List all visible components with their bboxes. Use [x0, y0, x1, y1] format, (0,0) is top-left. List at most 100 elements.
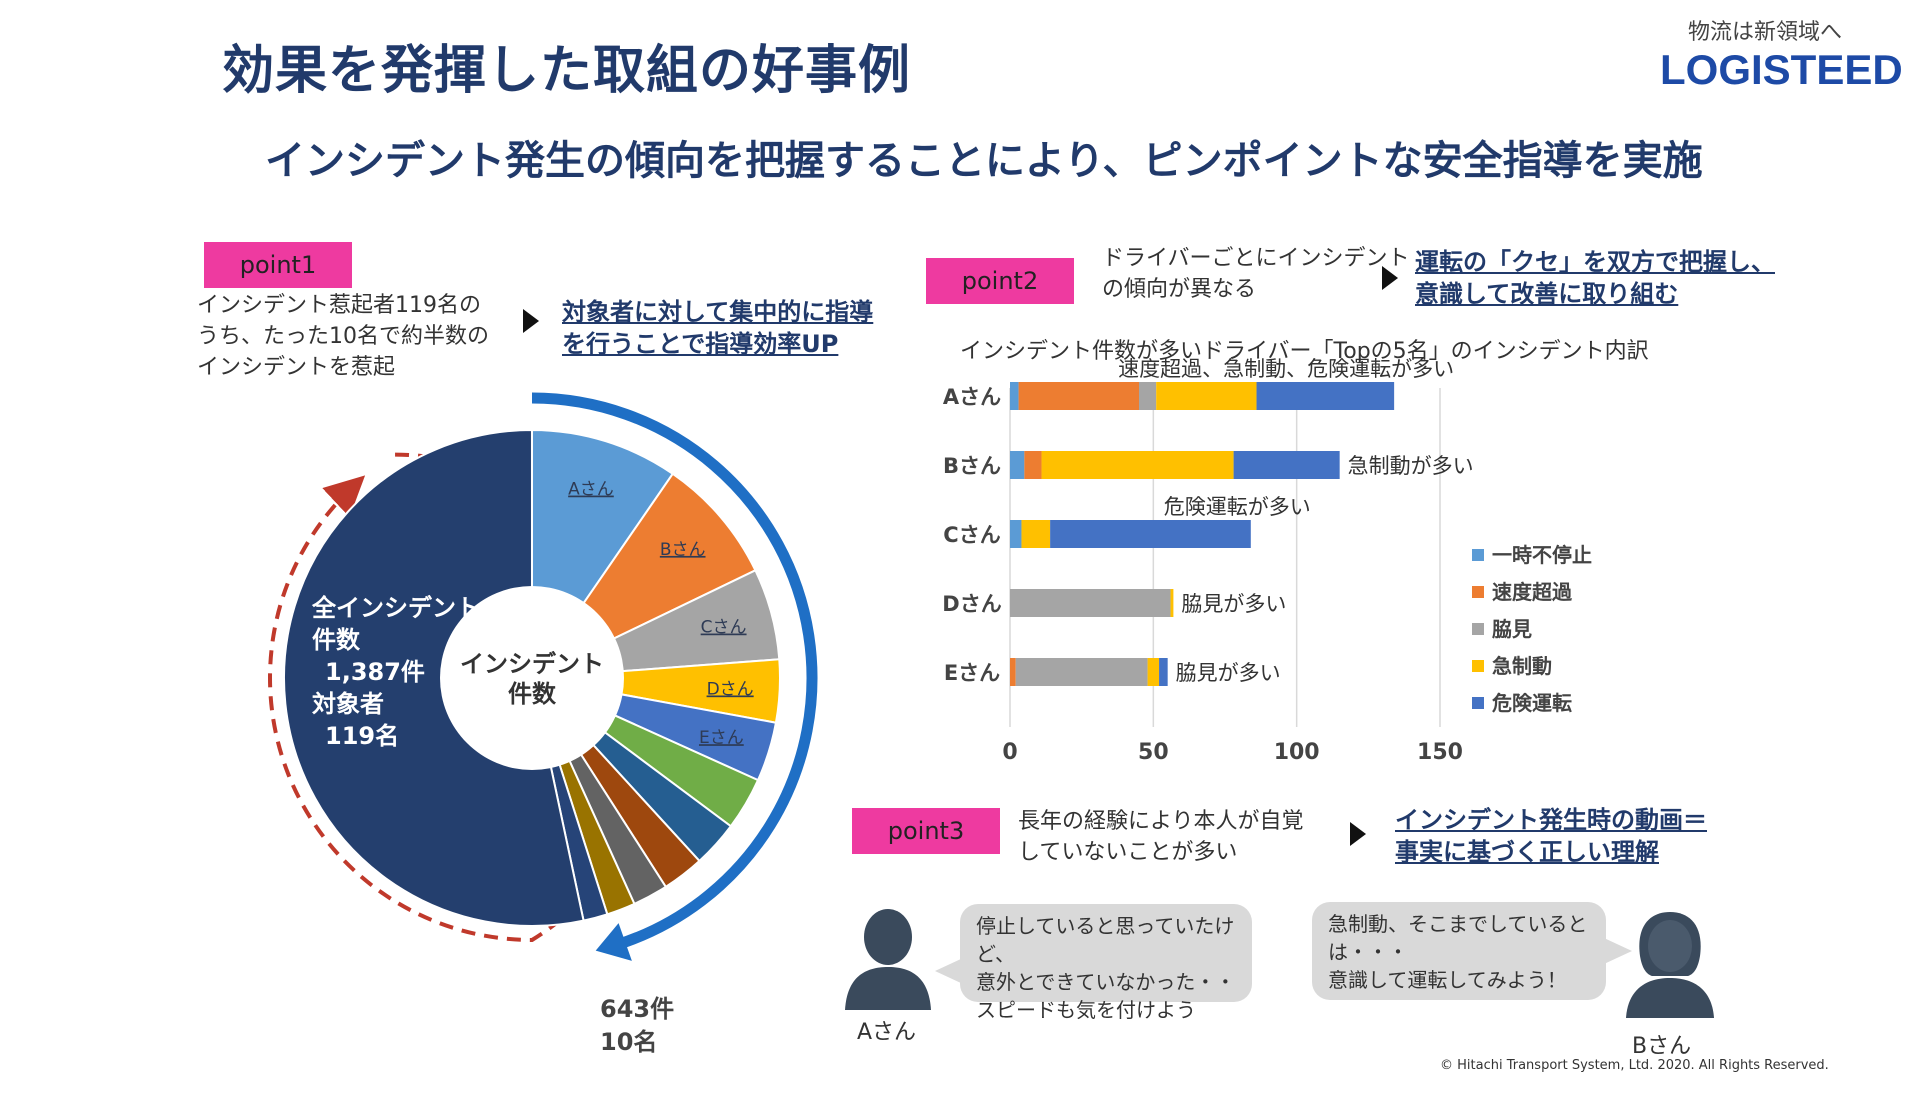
point2-note-line: ドライバーごとにインシデント	[1102, 246, 1410, 271]
person-b-icon	[1626, 912, 1714, 1018]
point3-note-line: していないことが多い	[1018, 840, 1238, 865]
bar-chart-title: インシデント件数が多いドライバー「Topの5名」のインシデント内訳	[960, 339, 1649, 364]
point3-note: 長年の経験により本人が自覚 していないことが多い	[1018, 806, 1304, 868]
bar-segment	[1010, 382, 1019, 410]
legend-swatch	[1472, 586, 1484, 598]
legend-swatch	[1472, 697, 1484, 709]
bar-segment	[1021, 520, 1051, 548]
bar-category-label: Bさん	[943, 454, 1001, 478]
pie-center-label: インシデント	[460, 650, 604, 678]
pie-center-label: 件数	[508, 680, 557, 708]
bar-tick-label: 150	[1417, 740, 1463, 765]
bar-segment	[1024, 451, 1042, 479]
bubble-a-line: 停止していると思っていたけど、	[976, 914, 1235, 966]
legend-swatch	[1472, 660, 1484, 672]
legend-label: 脇見	[1492, 617, 1532, 641]
arrow-right-icon	[523, 309, 539, 333]
bubble-b-line: は・・・	[1328, 940, 1408, 964]
pie-slice-label: Aさん	[568, 480, 614, 500]
point3-result-line: 事実に基づく正しい理解	[1395, 838, 1659, 866]
page-title: 効果を発揮した取組の好事例	[222, 41, 912, 101]
bar-chart-bars	[1010, 382, 1395, 686]
bar-category-label: Dさん	[942, 592, 1001, 616]
copyright: © Hitachi Transport System, Ltd. 2020. A…	[1440, 1058, 1829, 1073]
bubble-b-line: 意識して運転してみよう！	[1328, 968, 1567, 992]
legend-swatch	[1472, 549, 1484, 561]
arrow-right-icon	[1382, 266, 1398, 290]
brand-tagline: 物流は新領域へ	[1688, 20, 1843, 45]
legend-label: 危険運転	[1492, 691, 1572, 715]
bar-segment	[1156, 382, 1257, 410]
point3-badge: point3	[852, 808, 1000, 854]
bar-annotation: 脇見が多い	[1181, 592, 1286, 616]
pie-total-label: 件数	[312, 626, 361, 654]
bar-chart-categories: Aさん Bさん Cさん Dさん Eさん	[942, 385, 1001, 685]
top10-arc-arrow	[531, 392, 818, 950]
top10-count-label: 643件	[600, 995, 674, 1023]
bar-segment	[1015, 658, 1148, 686]
point2-note: ドライバーごとにインシデント の傾向が異なる	[1102, 243, 1410, 305]
bar-annotation: 危険運転が多い	[1164, 495, 1311, 519]
arrow-right-icon	[1350, 822, 1366, 846]
bar-segment	[1147, 658, 1160, 686]
bar-segment	[1170, 589, 1174, 617]
pie-total-label: 対象者	[312, 690, 384, 718]
pie-slice-label: Bさん	[660, 540, 706, 560]
point1-result-line: を行うことで指導効率UP	[562, 330, 839, 358]
pie-slice-label: Eさん	[699, 728, 744, 748]
pie-total-label: 全インシデント	[311, 594, 480, 622]
bar-segment	[1050, 520, 1251, 548]
point1-note: インシデント惹起者119名の うち、たった10名で約半数の インシデントを惹起	[197, 290, 489, 383]
bar-chart-ticks: 0 50 100 150	[1002, 740, 1463, 765]
point2-result-line: 運転の「クセ」を双方で把握し、	[1415, 248, 1775, 276]
pie-center-hole	[440, 586, 624, 770]
bar-tick-label: 100	[1274, 740, 1320, 765]
pie-slice-label: Cさん	[701, 618, 747, 638]
point2-badge: point2	[926, 258, 1074, 304]
bar-category-label: Aさん	[943, 385, 1001, 409]
bubble-b-tail	[1604, 938, 1632, 964]
bar-segment	[1233, 451, 1340, 479]
bubble-a-tail	[935, 958, 963, 984]
top10-arrowhead-icon	[595, 923, 632, 961]
point3-result-line: インシデント発生時の動画＝	[1395, 806, 1707, 834]
point1-badge: point1	[204, 242, 352, 288]
point1-note-line: インシデント惹起者119名の	[197, 293, 481, 318]
bar-segment	[1041, 451, 1234, 479]
bar-segment	[1010, 520, 1022, 548]
person-a-icon	[845, 909, 931, 1010]
bubble-b-line: 急制動、そこまでしていると	[1328, 912, 1588, 936]
speech-bubble-b: 急制動、そこまでしていると は・・・ 意識して運転してみよう！	[1312, 902, 1606, 1000]
bar-segment	[1256, 382, 1395, 410]
bar-category-label: Eさん	[944, 661, 1000, 685]
pie-total-label: 1,387件	[325, 658, 425, 686]
person-a-label: Aさん	[857, 1020, 917, 1045]
person-b-label: Bさん	[1632, 1034, 1692, 1059]
point3-note-line: 長年の経験により本人が自覚	[1018, 809, 1304, 834]
point3-result: インシデント発生時の動画＝ 事実に基づく正しい理解	[1395, 804, 1707, 868]
point1-result: 対象者に対して集中的に指導 を行うことで指導効率UP	[562, 296, 873, 360]
bar-category-label: Cさん	[943, 523, 1000, 547]
bar-segment	[1010, 589, 1171, 617]
bar-segment	[1010, 451, 1025, 479]
legend-label: 一時不停止	[1492, 543, 1592, 567]
bar-tick-label: 50	[1138, 740, 1169, 765]
bar-annotation: 脇見が多い	[1176, 661, 1281, 685]
bar-segment	[1018, 382, 1139, 410]
pie-total-label: 119名	[325, 722, 399, 750]
point2-result-line: 意識して改善に取り組む	[1415, 280, 1679, 308]
bubble-a-line: スピードも気を付けよう	[976, 998, 1196, 1022]
point1-note-line: うち、たった10名で約半数の	[197, 324, 489, 349]
pie-slice-label: Dさん	[707, 679, 754, 699]
pie-slice-others	[283, 428, 585, 927]
bar-tick-label: 0	[1002, 740, 1017, 765]
bar-segment	[1159, 658, 1168, 686]
legend-label: 急制動	[1492, 654, 1552, 678]
point1-note-line: インシデントを惹起	[197, 355, 396, 380]
point2-result: 運転の「クセ」を双方で把握し、 意識して改善に取り組む	[1415, 246, 1775, 310]
bar-segment	[1010, 658, 1016, 686]
bubble-a-line: 意外とできていなかった・・	[976, 970, 1236, 994]
bar-segment	[1139, 382, 1157, 410]
